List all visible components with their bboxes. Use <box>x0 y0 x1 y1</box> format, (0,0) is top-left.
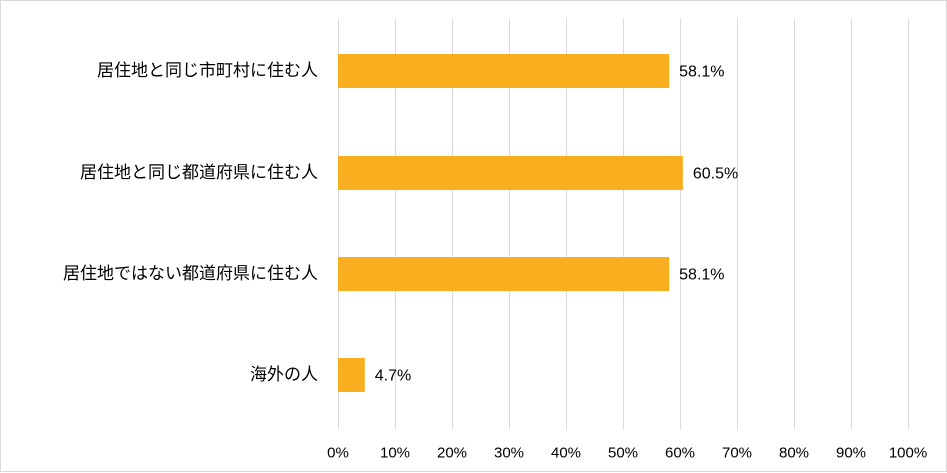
x-tick-label-10: 100% <box>889 445 927 462</box>
value-label-2: 58.1% <box>679 267 724 284</box>
value-label-1: 60.5% <box>693 166 738 183</box>
x-tick-label-7: 70% <box>722 445 752 462</box>
bar-0 <box>338 54 670 88</box>
x-axis-tick-labels: 0% 10% 20% 30% 40% 50% 60% 70% 80% 90% 100% <box>327 445 927 462</box>
x-tick-label-8: 80% <box>779 445 809 462</box>
category-labels: 居住地と同じ市町村に住む人居住地と同じ都道府県に住む人居住地ではない都道府県に住… <box>63 61 318 385</box>
x-tick-label-2: 20% <box>437 445 467 462</box>
value-label-0: 58.1% <box>679 64 724 81</box>
bar-2 <box>338 257 670 291</box>
category-label-0: 居住地と同じ市町村に住む人 <box>97 61 318 81</box>
x-tick-label-6: 60% <box>665 445 695 462</box>
x-tick-label-3: 30% <box>494 445 524 462</box>
x-tick-label-4: 40% <box>551 445 581 462</box>
x-tick-label-0: 0% <box>327 445 349 462</box>
x-tick-label-5: 50% <box>608 445 638 462</box>
bar-1 <box>338 156 683 190</box>
category-label-1: 居住地と同じ都道府県に住む人 <box>80 163 318 183</box>
category-label-2: 居住地ではない都道府県に住む人 <box>63 264 318 284</box>
category-label-3: 海外の人 <box>250 365 318 385</box>
value-label-3: 4.7% <box>375 368 411 385</box>
x-tick-label-9: 90% <box>836 445 866 462</box>
value-labels: 58.1% 60.5% 58.1% 4.7% <box>375 64 738 385</box>
bars <box>338 54 683 392</box>
x-tick-label-1: 10% <box>380 445 410 462</box>
bar-3 <box>338 358 365 392</box>
